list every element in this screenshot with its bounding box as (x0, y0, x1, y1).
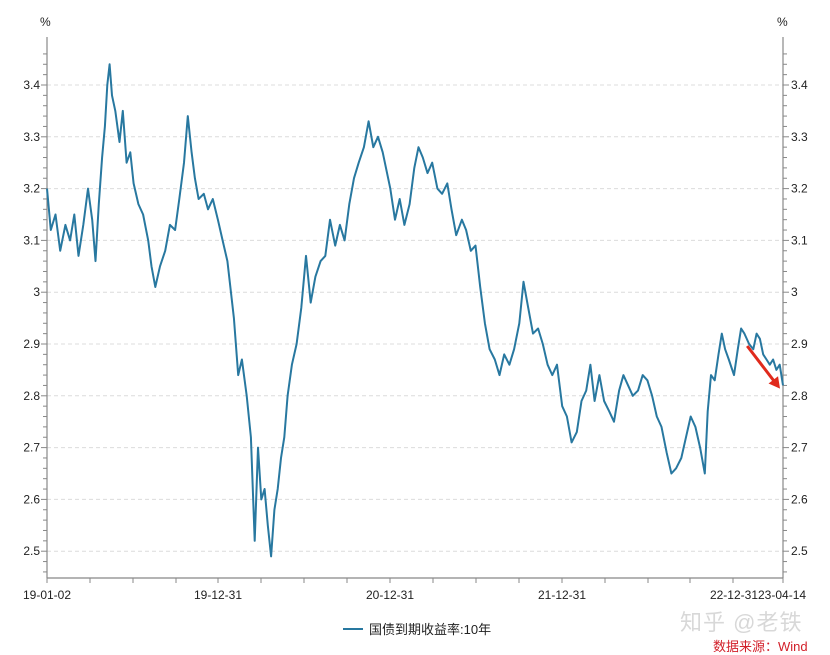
x-tick-label: 23-04-14 (758, 588, 806, 602)
y-tick-label-right: 3.4 (791, 78, 808, 92)
y-tick-label-right: 2.6 (791, 492, 808, 506)
watermark: 知乎 @老铁 (680, 610, 803, 635)
y-tick-label-right: 3.2 (791, 182, 808, 196)
arrow-shaft (746, 345, 778, 385)
y-tick-label-right: 2.5 (791, 544, 808, 558)
yield-line (46, 63, 784, 558)
y-tick-label-left: 3.4 (23, 78, 40, 92)
legend-line-swatch (343, 627, 363, 630)
plot-area (46, 63, 784, 558)
y-tick-label-right: 2.8 (791, 389, 808, 403)
legend-label: 国债到期收益率:10年 (369, 622, 492, 637)
y-tick-label-left: 2.9 (23, 337, 40, 351)
y-tick-label-right: 3.3 (791, 130, 808, 144)
y-tick-label-left: 3.3 (23, 130, 40, 144)
y-tick-label-left: 2.7 (23, 441, 40, 455)
x-tick-label: 22-12-31 (710, 588, 758, 602)
x-tick-label: 20-12-31 (366, 588, 414, 602)
data-source-label: 数据来源：Wind (713, 639, 808, 654)
x-tick-label: 19-12-31 (194, 588, 242, 602)
legend: 国债到期收益率:10年 (343, 619, 491, 638)
y-tick-label-left: 2.6 (23, 492, 40, 506)
y-tick-label-right: 2.9 (791, 337, 808, 351)
y-tick-label-left: 3.2 (23, 182, 40, 196)
axes: 2.5 2.5 2.6 2.6 2.7 2.7 2.8 2.8 2.9 2.9 3 3 3.1 3.1 3.… (23, 15, 808, 602)
x-tick-label: 21-12-31 (538, 588, 586, 602)
y-tick-label-right: 3.1 (791, 233, 808, 247)
x-tick-label: 19-01-02 (23, 588, 71, 602)
y-unit-right: % (777, 15, 788, 29)
gridlines (47, 84, 783, 552)
y-tick-label-left: 2.8 (23, 389, 40, 403)
y-tick-label-left: 2.5 (23, 544, 40, 558)
y-tick-label-right: 2.7 (791, 441, 808, 455)
y-tick-label-right: 3 (791, 285, 798, 299)
y-tick-label-left: 3 (33, 285, 40, 299)
annotation-arrow (746, 345, 780, 389)
arrow-head-icon (768, 376, 780, 389)
y-tick-label-left: 3.1 (23, 233, 40, 247)
y-unit-left: % (40, 15, 51, 29)
